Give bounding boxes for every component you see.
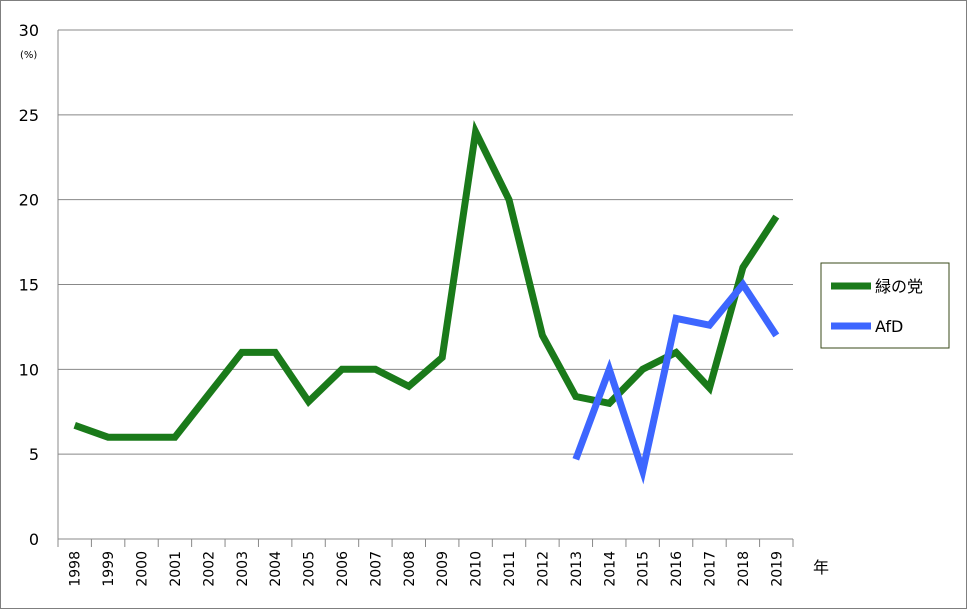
y-tick-label: 0 xyxy=(29,530,39,549)
x-tick-label: 2016 xyxy=(669,551,685,587)
x-tick-label: 2014 xyxy=(602,551,618,587)
x-tick-label: 2008 xyxy=(402,551,418,587)
grid-lines xyxy=(58,30,793,454)
x-tick-label: 2019 xyxy=(769,551,785,587)
x-tick-label: 2015 xyxy=(636,551,652,587)
x-tick-label: 2000 xyxy=(135,551,151,587)
y-tick-labels: 0 5 10 15 20 25 30 xyxy=(19,21,39,549)
x-tick-label: 2005 xyxy=(302,551,318,587)
x-tick-label: 2002 xyxy=(201,551,217,587)
series-line-afd xyxy=(576,285,777,472)
x-tick-label: 1998 xyxy=(68,551,84,587)
x-tick-label: 1999 xyxy=(101,551,117,587)
x-tick-label: 2011 xyxy=(502,551,518,587)
axes xyxy=(58,30,793,547)
legend-label-afd: AfD xyxy=(875,317,903,336)
x-tick-label: 2013 xyxy=(569,551,585,587)
x-tick-label: 2010 xyxy=(469,551,485,587)
y-unit-label: (%) xyxy=(20,50,37,61)
x-tick-label: 2006 xyxy=(335,551,351,587)
y-tick-label: 20 xyxy=(19,191,39,210)
legend-label-greens: 緑の党 xyxy=(875,277,923,296)
x-tick-labels: 1998 1999 2000 2001 2002 2003 2004 2005 2006 2007… xyxy=(68,551,786,587)
y-tick-label: 5 xyxy=(29,445,39,464)
x-tick-label: 2018 xyxy=(736,551,752,587)
x-tick-label: 2007 xyxy=(368,551,384,587)
x-tick-label: 2004 xyxy=(268,551,284,587)
y-tick-label: 30 xyxy=(19,21,39,40)
y-tick-label: 10 xyxy=(19,360,39,379)
x-tick-label: 2009 xyxy=(435,551,451,587)
x-tick-label: 2001 xyxy=(168,551,184,587)
series-lines xyxy=(75,132,777,472)
x-tick-label: 2012 xyxy=(535,551,551,587)
x-axis-label: 年 xyxy=(813,558,829,577)
y-tick-label: 25 xyxy=(19,106,39,125)
y-tick-label: 15 xyxy=(19,276,39,295)
x-tick-label: 2003 xyxy=(235,551,251,587)
legend: 緑の党 AfD xyxy=(821,263,949,348)
x-tick-label: 2017 xyxy=(702,551,718,587)
